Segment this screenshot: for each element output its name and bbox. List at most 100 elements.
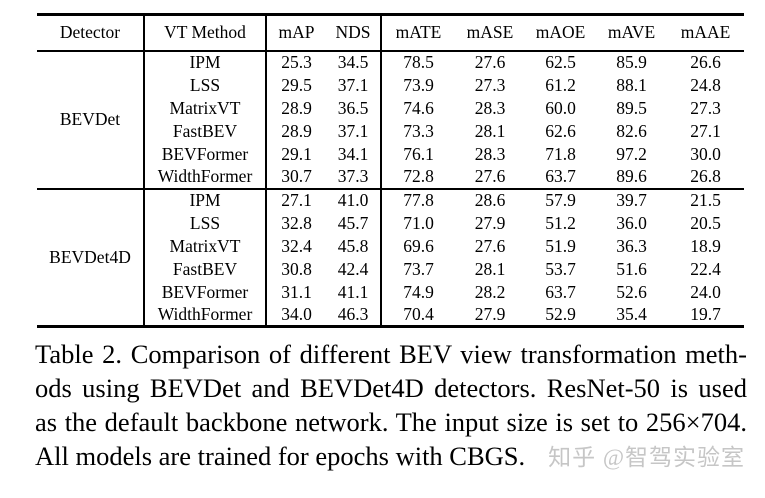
group-bevdet: BEVDet IPM 25.3 34.5 78.5 27.6 62.5 85.9… — [37, 50, 744, 189]
cell-map: 28.9 — [281, 97, 312, 118]
cell-mase: 28.1 — [474, 120, 506, 141]
cell-map: 25.3 — [281, 52, 312, 72]
cell-nds: 37.1 — [326, 73, 382, 97]
table-row: WidthFormer 30.7 37.3 72.8 27.6 63.7 89.… — [37, 165, 744, 189]
cell-nds: 41.1 — [326, 280, 382, 304]
header-map: mAP — [278, 22, 315, 43]
table-row: BEVDet IPM 25.3 34.5 78.5 27.6 62.5 85.9… — [37, 50, 744, 189]
cell-mate: 72.8 — [403, 166, 434, 186]
cell-maoe: 51.9 — [545, 235, 576, 256]
header-detector: Detector — [37, 14, 145, 51]
paper-page: Detector VT Method mAP NDS mATE mASE mAO… — [0, 13, 765, 498]
cell-map: 32.4 — [281, 235, 312, 256]
cell-map: 30.8 — [281, 258, 312, 279]
cell-mase: 27.9 — [474, 303, 506, 324]
cell-mase: 28.3 — [474, 97, 506, 118]
vt-method-label: FastBEV — [144, 257, 267, 281]
detector-label: BEVDet — [37, 50, 145, 189]
cell-nds: 34.1 — [326, 142, 382, 166]
cell-mase: 28.2 — [474, 281, 506, 302]
detector-label: BEVDet4D — [37, 188, 145, 327]
vt-method-label: FastBEV — [144, 119, 267, 143]
table-row: BEVFormer 31.1 41.1 74.9 28.2 63.7 52.6 … — [37, 280, 744, 304]
table-row: LSS 29.5 37.1 73.9 27.3 61.2 88.1 24.8 — [37, 73, 744, 97]
cell-maae: 24.8 — [690, 74, 721, 95]
cell-nds: 46.3 — [326, 303, 382, 327]
cell-nds: 45.8 — [326, 234, 382, 258]
caption-line: ods using BEVDet and BEVDet4D detectors.… — [35, 373, 747, 403]
cell-maae: 30.0 — [690, 143, 721, 164]
table-header: Detector VT Method mAP NDS mATE mASE mAO… — [37, 14, 744, 51]
cell-map: 29.5 — [281, 74, 312, 95]
table-row: MatrixVT 28.9 36.5 74.6 28.3 60.0 89.5 2… — [37, 96, 744, 120]
header-mate: mATE — [395, 22, 442, 43]
cell-maae: 19.7 — [690, 303, 721, 324]
cell-nds: 45.7 — [326, 211, 382, 235]
cell-maae: 27.3 — [690, 97, 721, 118]
cell-mave: 89.6 — [616, 166, 647, 186]
caption-line: Table 2. Comparison of different BEV vie… — [35, 339, 747, 369]
cell-mase: 27.3 — [474, 74, 506, 95]
vt-method-label: BEVFormer — [144, 280, 267, 304]
cell-maae: 26.8 — [690, 166, 721, 186]
cell-mate: 76.1 — [403, 143, 434, 164]
cell-maoe: 51.2 — [545, 212, 576, 233]
table-row: LSS 32.8 45.7 71.0 27.9 51.2 36.0 20.5 — [37, 211, 744, 235]
cell-map: 34.0 — [281, 303, 312, 324]
cell-mate: 73.9 — [403, 74, 434, 95]
header-maae: mAAE — [680, 22, 731, 43]
cell-mave: 36.0 — [616, 212, 647, 233]
cell-mase: 28.1 — [474, 258, 506, 279]
cell-mate: 73.7 — [403, 258, 434, 279]
cell-mate: 71.0 — [403, 212, 434, 233]
cell-maae: 22.4 — [690, 258, 721, 279]
cell-mave: 85.9 — [616, 52, 647, 72]
header-mave: mAVE — [607, 22, 656, 43]
cell-maoe: 63.7 — [545, 166, 576, 186]
cell-maoe: 71.8 — [545, 143, 576, 164]
cell-mase: 28.6 — [474, 190, 506, 210]
cell-nds: 41.0 — [326, 188, 382, 212]
header-maoe: mAOE — [535, 22, 586, 43]
cell-maoe: 53.7 — [545, 258, 576, 279]
table-row: WidthFormer 34.0 46.3 70.4 27.9 52.9 35.… — [37, 303, 744, 327]
results-table: Detector VT Method mAP NDS mATE mASE mAO… — [37, 13, 744, 328]
cell-mase: 28.3 — [474, 143, 506, 164]
cell-mase: 27.6 — [474, 52, 506, 72]
cell-mate: 78.5 — [403, 52, 434, 72]
cell-maae: 18.9 — [690, 235, 721, 256]
cell-mase: 27.9 — [474, 212, 506, 233]
cell-nds: 42.4 — [326, 257, 382, 281]
cell-maoe: 63.7 — [545, 281, 576, 302]
cell-mase: 27.6 — [474, 166, 506, 186]
cell-maoe: 52.9 — [545, 303, 576, 324]
cell-mate: 74.9 — [403, 281, 434, 302]
cell-maoe: 60.0 — [545, 97, 576, 118]
cell-maae: 20.5 — [690, 212, 721, 233]
vt-method-label: WidthFormer — [144, 165, 267, 189]
vt-method-label: IPM — [144, 188, 267, 212]
header-vt-method: VT Method — [144, 14, 267, 51]
cell-mate: 69.6 — [403, 235, 434, 256]
cell-mase: 27.6 — [474, 235, 506, 256]
vt-method-label: WidthFormer — [144, 303, 267, 327]
vt-method-label: LSS — [144, 73, 267, 97]
cell-map: 29.1 — [281, 143, 312, 164]
cell-map: 27.1 — [281, 190, 312, 210]
table-caption: Table 2. Comparison of different BEV vie… — [35, 337, 747, 475]
caption-line: All models are trained for epochs with C… — [35, 441, 526, 471]
cell-mave: 35.4 — [616, 303, 647, 324]
cell-maae: 24.0 — [690, 281, 721, 302]
header-mase: mASE — [466, 22, 514, 43]
cell-maoe: 61.2 — [545, 74, 576, 95]
header-row: Detector VT Method mAP NDS mATE mASE mAO… — [37, 14, 744, 51]
cell-map: 30.7 — [281, 166, 312, 186]
cell-mave: 97.2 — [616, 143, 647, 164]
caption-line: as the default backbone network. The inp… — [35, 407, 747, 437]
cell-nds: 34.5 — [326, 50, 382, 74]
cell-mave: 36.3 — [616, 235, 647, 256]
cell-maoe: 62.5 — [545, 52, 576, 72]
cell-mave: 51.6 — [616, 258, 647, 279]
cell-mate: 70.4 — [403, 303, 434, 324]
cell-nds: 37.1 — [326, 119, 382, 143]
